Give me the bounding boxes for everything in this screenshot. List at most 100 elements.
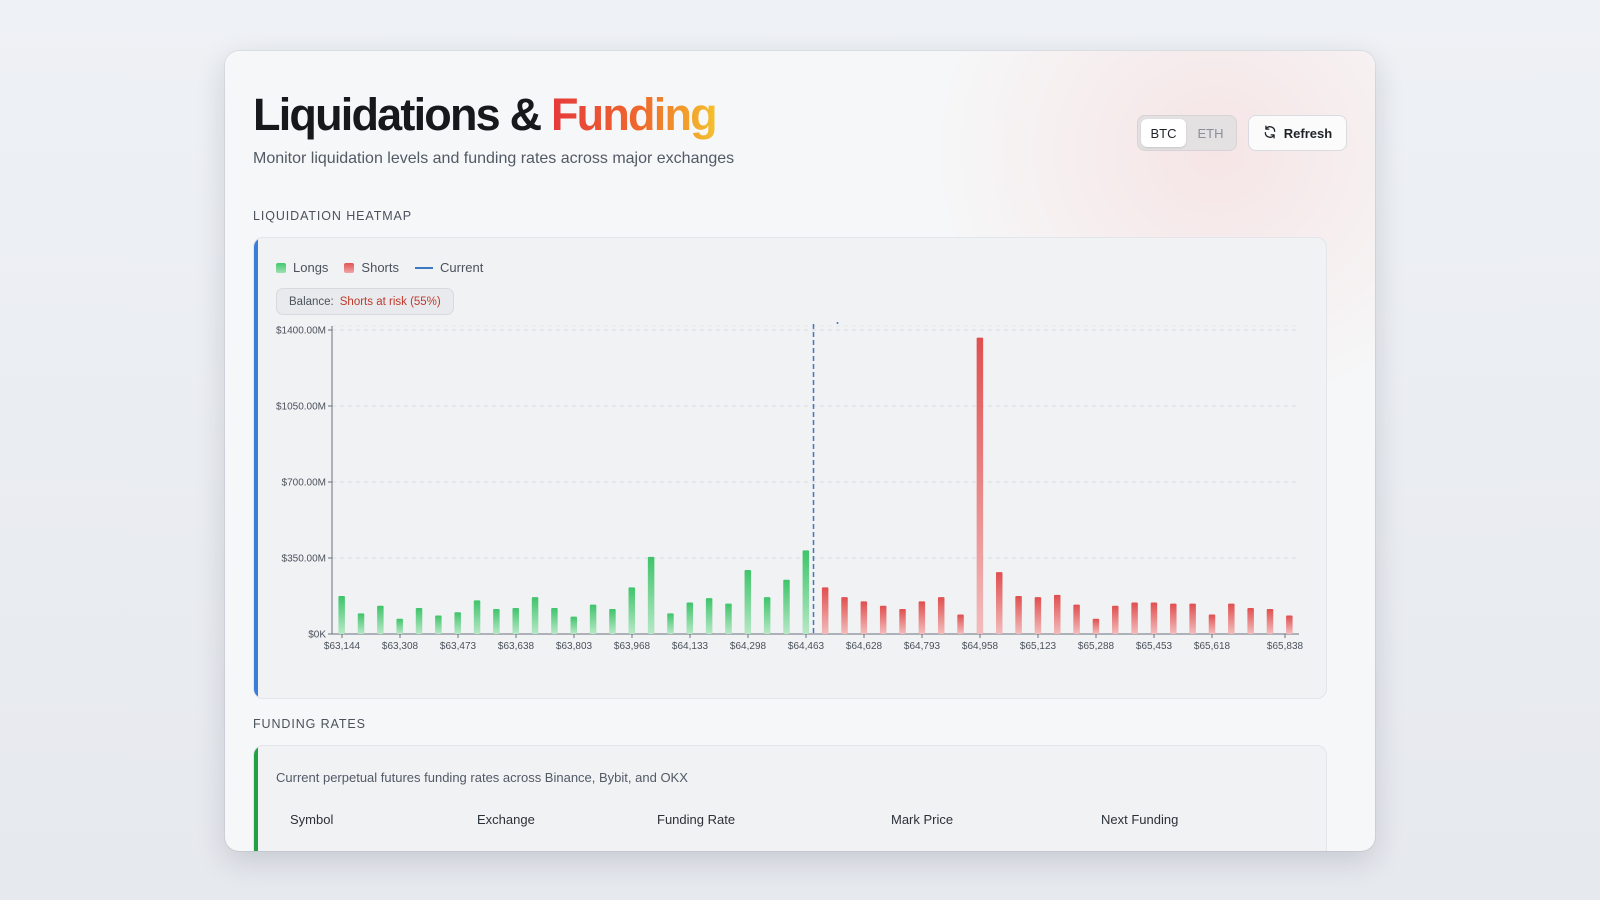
long-bar — [647, 556, 655, 634]
long-bar — [705, 598, 713, 634]
heatmap-section-label: LIQUIDATION HEATMAP — [253, 209, 413, 223]
refresh-label: Refresh — [1283, 125, 1333, 141]
x-tick-label: $64,133 — [672, 641, 709, 652]
balance-label: Balance: — [289, 295, 334, 308]
short-bar — [860, 601, 868, 634]
x-tick-label: $63,638 — [498, 641, 535, 652]
chart-legend: Longs Shorts Current — [276, 260, 483, 275]
y-tick-label: $350.00M — [282, 554, 326, 565]
col-next-funding[interactable]: Next Funding — [1101, 812, 1179, 827]
x-tick-label: $64,793 — [904, 641, 941, 652]
short-bar — [976, 337, 984, 634]
short-bar — [879, 605, 887, 634]
refresh-icon — [1263, 125, 1277, 142]
short-bar — [1092, 618, 1100, 634]
long-bar — [667, 613, 674, 634]
main-card: Liquidations & Funding Monitor liquidati… — [225, 51, 1375, 851]
long-bar — [396, 618, 403, 634]
x-tick-label: $64,463 — [788, 641, 825, 652]
x-tick-label: $65,123 — [1020, 641, 1057, 652]
col-exchange[interactable]: Exchange — [477, 812, 535, 827]
short-bar — [1073, 604, 1080, 634]
long-bar — [551, 607, 558, 634]
legend-current: Current — [415, 260, 483, 275]
short-bar — [841, 597, 848, 634]
long-bar — [435, 615, 442, 634]
long-bar — [589, 604, 597, 634]
long-bar — [628, 587, 636, 634]
short-bar — [1208, 614, 1216, 634]
x-tick-label: $65,838 — [1267, 641, 1304, 652]
funding-section-label: FUNDING RATES — [253, 717, 366, 731]
legend-shorts-label: Shorts — [361, 260, 399, 275]
short-bar — [1112, 605, 1119, 634]
x-tick-label: $64,298 — [730, 641, 767, 652]
funding-description: Current perpetual futures funding rates … — [276, 770, 688, 785]
long-bar — [415, 607, 423, 634]
long-bar — [744, 569, 752, 634]
short-bar — [1131, 602, 1138, 634]
balance-value: Shorts at risk (55%) — [339, 295, 441, 308]
legend-shorts: Shorts — [344, 260, 399, 275]
short-bar — [1228, 603, 1235, 634]
short-bar — [1054, 594, 1061, 634]
long-bar — [725, 603, 732, 634]
long-bar — [377, 605, 384, 634]
short-bar — [1015, 596, 1022, 634]
x-tick-label: $65,288 — [1078, 641, 1115, 652]
long-bar — [802, 550, 810, 634]
x-tick-label: $65,453 — [1136, 641, 1173, 652]
heatmap-accent-bar — [254, 238, 258, 698]
short-bar — [937, 597, 945, 634]
title-main: Liquidations & — [253, 89, 542, 140]
x-tick-label: $63,803 — [556, 641, 593, 652]
col-symbol[interactable]: Symbol — [290, 812, 334, 827]
funding-panel: Current perpetual futures funding rates … — [253, 745, 1327, 851]
long-bar — [763, 597, 771, 634]
long-bar — [473, 600, 481, 634]
legend-longs: Longs — [276, 260, 328, 275]
long-bar — [454, 612, 461, 634]
short-bar — [1170, 603, 1177, 634]
current-price-marker — [836, 322, 839, 324]
asset-btc-button[interactable]: BTC — [1141, 119, 1186, 147]
shorts-swatch — [344, 262, 355, 273]
short-bar — [1286, 615, 1293, 634]
long-bar — [570, 616, 577, 634]
long-bar — [686, 602, 694, 634]
y-tick-label: $0K — [308, 630, 326, 641]
short-bar — [957, 614, 964, 634]
y-tick-label: $1400.00M — [276, 326, 326, 337]
col-mark-price[interactable]: Mark Price — [891, 812, 954, 827]
y-tick-label: $1050.00M — [276, 402, 326, 413]
longs-swatch — [276, 262, 286, 273]
long-bar — [512, 607, 519, 634]
short-bar — [899, 609, 906, 634]
x-tick-label: $63,473 — [440, 641, 477, 652]
heatmap-panel: Longs Shorts Current Balance: Shorts at … — [253, 237, 1327, 699]
page-title: Liquidations & Funding — [253, 89, 718, 141]
col-funding-rate[interactable]: Funding Rate — [657, 812, 736, 827]
short-bar — [918, 601, 926, 634]
short-bar — [995, 572, 1003, 634]
long-bar — [783, 579, 790, 634]
x-tick-label: $63,308 — [382, 641, 419, 652]
x-tick-label: $65,618 — [1194, 641, 1231, 652]
short-bar — [1189, 603, 1196, 634]
short-bar — [1034, 597, 1042, 634]
short-bar — [821, 587, 829, 634]
asset-eth-button[interactable]: ETH — [1197, 125, 1224, 141]
x-tick-label: $63,144 — [324, 641, 361, 652]
long-bar — [493, 609, 500, 634]
long-bar — [609, 609, 616, 634]
legend-longs-label: Longs — [293, 260, 329, 275]
legend-current-label: Current — [440, 260, 484, 275]
short-bar — [1150, 602, 1158, 634]
liquidation-chart: $0K $350.00M $700.00M $1050.00M $1400.00M $63… — [276, 322, 1304, 652]
funding-accent-bar — [254, 746, 258, 851]
y-tick-label: $700.00M — [282, 478, 326, 489]
refresh-button[interactable]: Refresh — [1248, 115, 1347, 151]
short-bar — [1247, 607, 1254, 634]
x-tick-label: $64,958 — [962, 641, 999, 652]
long-bar — [357, 613, 365, 634]
